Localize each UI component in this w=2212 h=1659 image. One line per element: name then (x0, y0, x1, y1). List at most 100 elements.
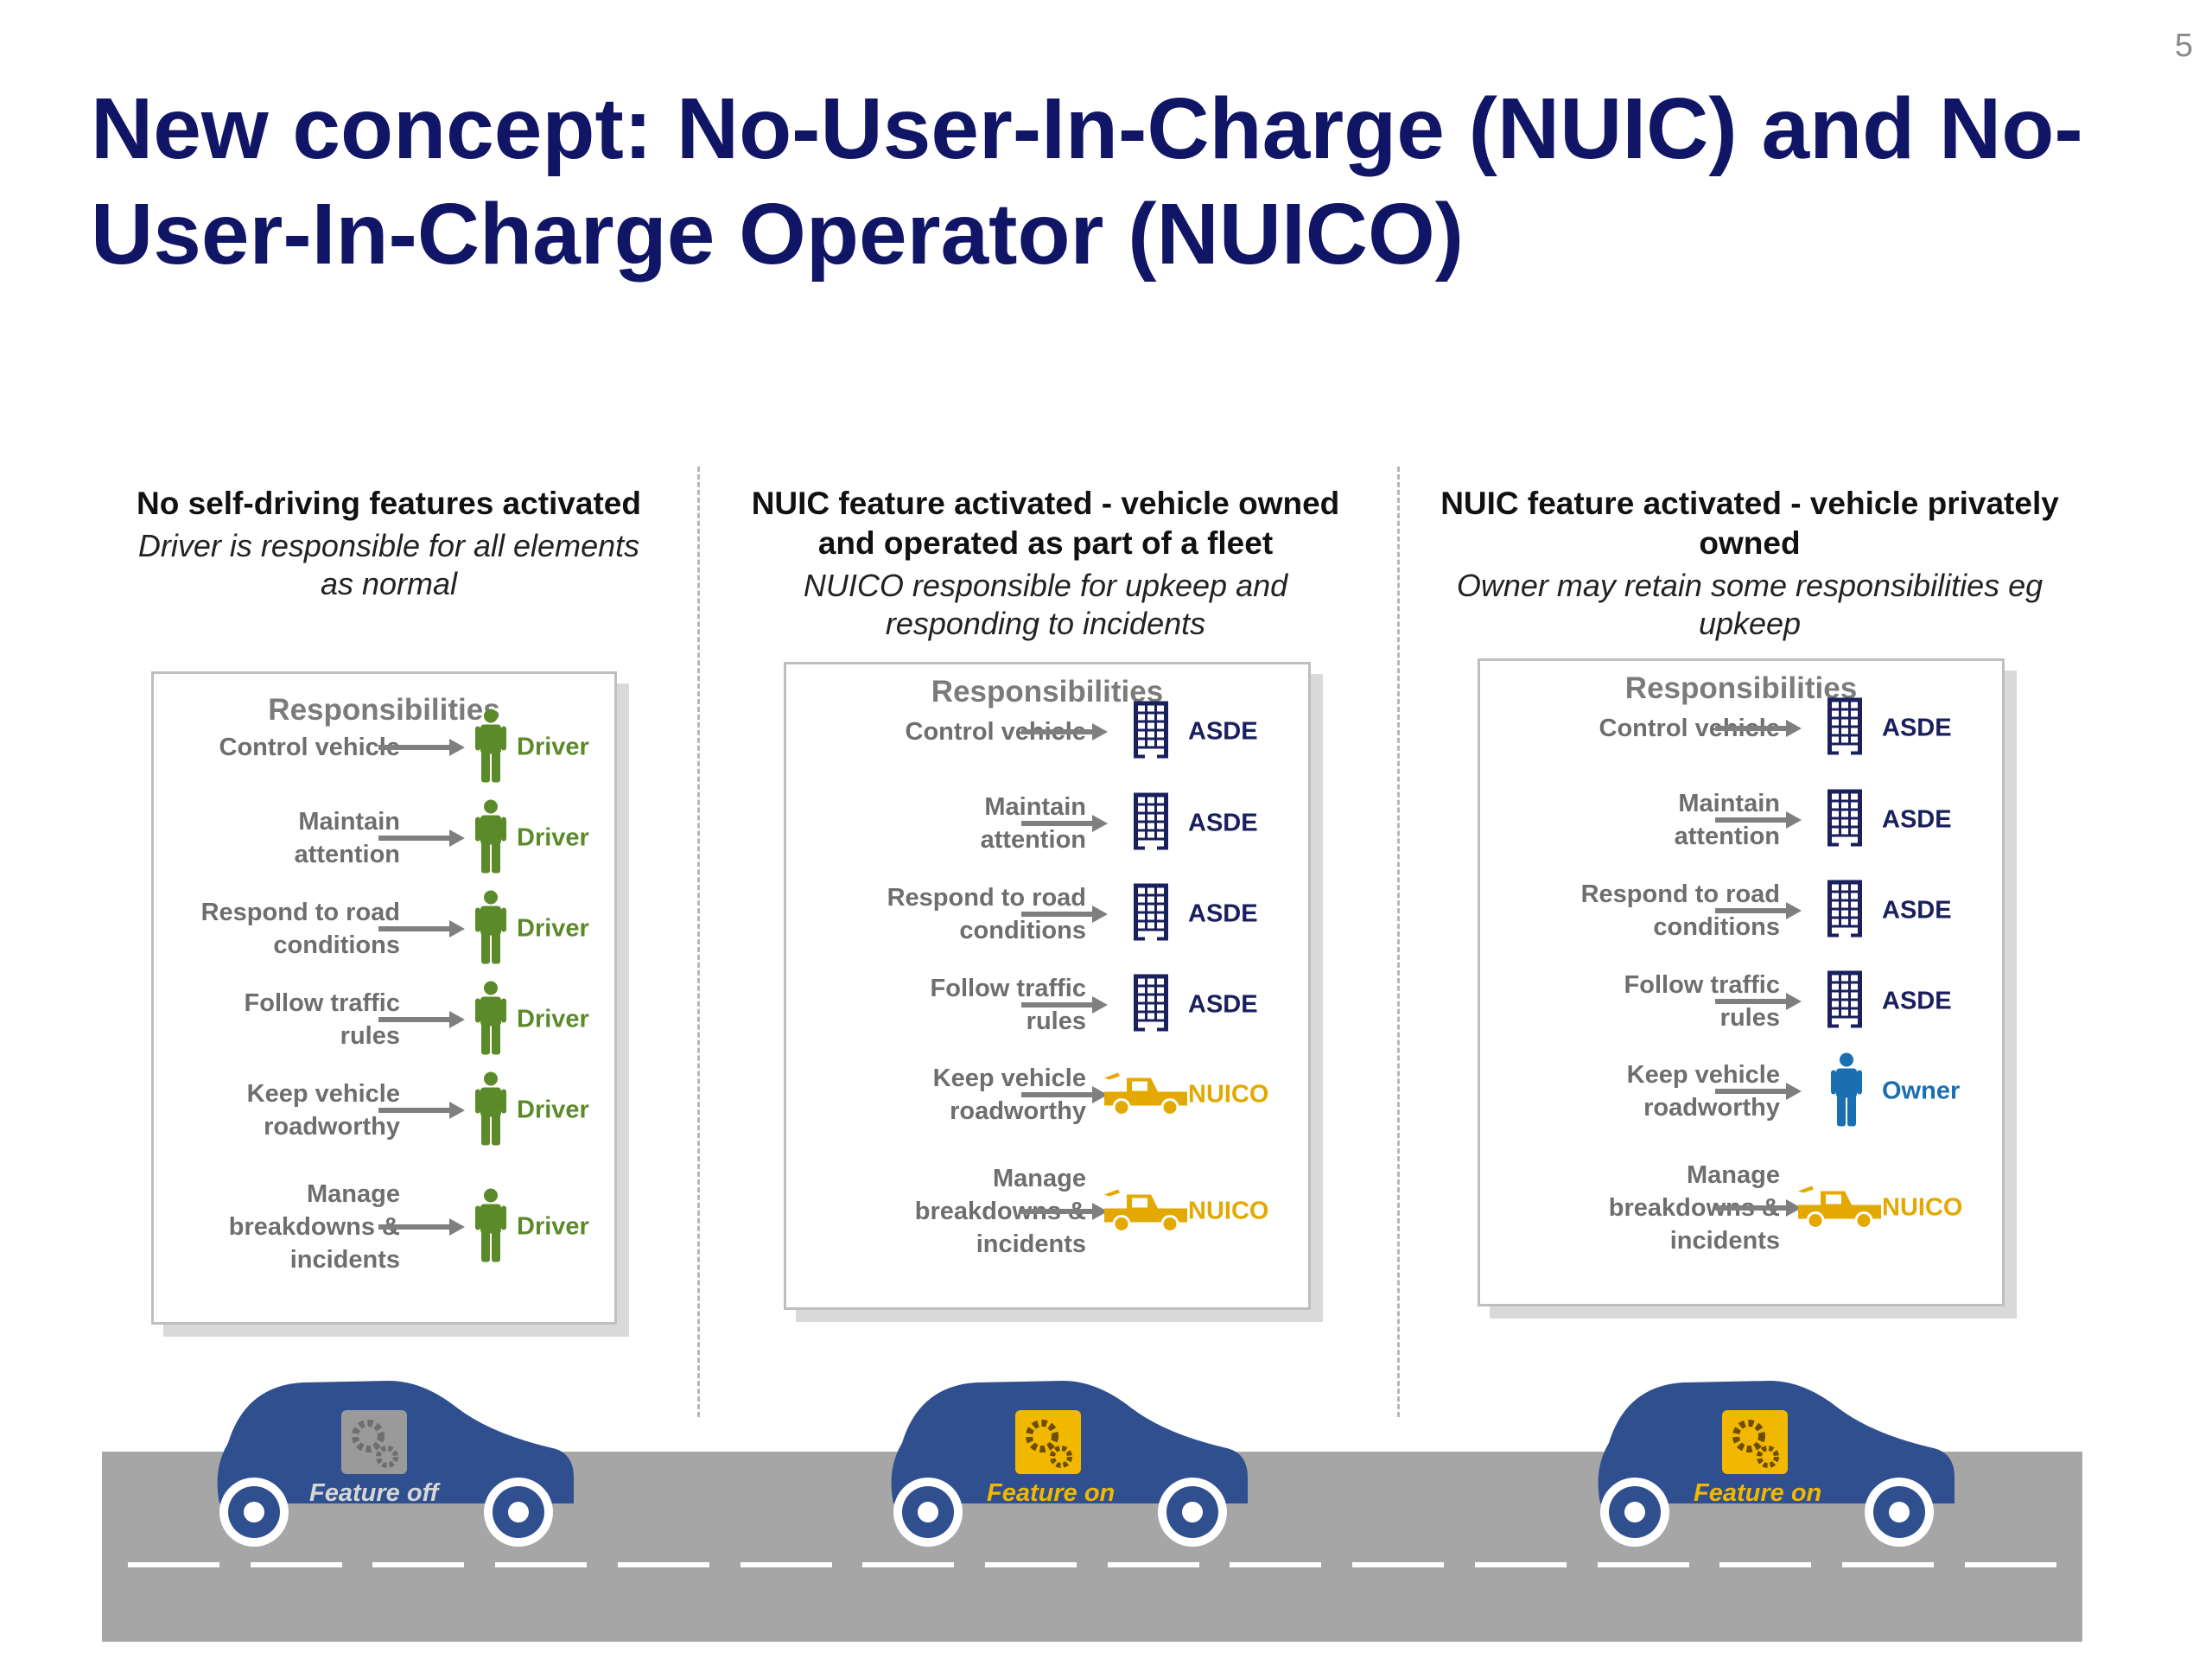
lane-markings (102, 1562, 2082, 1567)
responsibility-assignee: Driver (517, 1005, 589, 1033)
person-icon (475, 981, 506, 1059)
responsibility-label: Maintain attention (1674, 790, 1780, 850)
responsibility-assignee: NUICO (1188, 1197, 1269, 1225)
responsibility-row: Respond to road conditions ASDE (1480, 876, 2002, 945)
building-icon (1826, 969, 1864, 1034)
lane-mark (1964, 1562, 2056, 1567)
column-header-fleet: NUIC feature activated - vehicle owned a… (734, 484, 1357, 643)
responsibility-label: Respond to road conditions (887, 884, 1086, 944)
responsibility-row: Manage breakdowns & incidents NUICO (786, 1164, 1308, 1259)
lane-mark (1719, 1562, 1812, 1567)
responsibility-assignee: Driver (517, 733, 589, 761)
column-divider (697, 467, 700, 1417)
tow-truck-icon (1101, 1186, 1191, 1237)
responsibility-assignee: Driver (517, 1096, 589, 1124)
lane-mark (617, 1562, 709, 1567)
arrow-right-icon (378, 1011, 465, 1028)
responsibility-row: Follow traffic rules ASDE (786, 970, 1308, 1039)
column-header-private: NUIC feature activated - vehicle private… (1439, 484, 2061, 643)
arrow-right-icon (1715, 902, 1802, 919)
responsibilities-box-fleet: Responsibilities Control vehicle ASDE Maint… (784, 662, 1311, 1310)
column-subtitle: Driver is responsible for all elements a… (137, 528, 640, 601)
person-icon (1831, 1052, 1862, 1131)
feature-status-label: Feature on (1694, 1479, 1822, 1507)
building-icon (1132, 973, 1170, 1038)
arrow-right-icon (378, 1102, 465, 1119)
arrow-right-icon (1715, 1199, 1802, 1217)
building-icon (1826, 879, 1864, 944)
arrow-right-icon (1021, 1086, 1108, 1103)
responsibility-label: Keep vehicle roadworthy (932, 1065, 1086, 1125)
building-icon (1132, 882, 1170, 947)
responsibility-assignee: Driver (517, 1212, 589, 1241)
responsibility-label: Keep vehicle roadworthy (246, 1080, 400, 1141)
responsibility-label: Manage breakdowns & incidents (228, 1180, 400, 1274)
responsibility-assignee: ASDE (1188, 899, 1258, 928)
responsibility-row: Follow traffic rules Driver (154, 981, 614, 1055)
arrow-right-icon (1021, 723, 1108, 741)
arrow-right-icon (1715, 993, 1802, 1010)
page-title: New concept: No-User-In-Charge (NUIC) an… (91, 80, 2083, 283)
arrow-right-icon (378, 739, 465, 756)
responsibility-row: Maintain attention Driver (154, 799, 614, 874)
column-subtitle: Owner may retain some responsibilities e… (1456, 568, 2044, 641)
responsibility-row: Keep vehicle roadworthy NUICO (786, 1060, 1308, 1129)
person-icon (475, 799, 506, 878)
building-icon (1826, 696, 1864, 761)
arrow-right-icon (1715, 720, 1802, 737)
page-number: 5 (2174, 28, 2193, 64)
lane-mark (1597, 1562, 1689, 1567)
tow-truck-icon (1795, 1183, 1885, 1234)
feature-status-label: Feature on (987, 1479, 1116, 1507)
responsibility-label: Keep vehicle roadworthy (1626, 1061, 1780, 1122)
lane-mark (1474, 1562, 1567, 1567)
responsibility-assignee: Driver (517, 823, 589, 852)
responsibility-label: Manage breakdowns & incidents (914, 1165, 1086, 1258)
responsibility-row: Keep vehicle roadworthy Owner (1480, 1052, 2002, 1127)
responsibility-label: Control vehicle (219, 734, 401, 761)
responsibility-assignee: ASDE (1882, 714, 1952, 742)
responsibility-row: Manage breakdowns & incidents Driver (154, 1179, 614, 1274)
responsibility-row: Respond to road conditions Driver (154, 890, 614, 964)
person-icon (475, 1071, 506, 1150)
responsibility-label: Manage breakdowns & incidents (1608, 1161, 1780, 1255)
arrow-right-icon (1021, 815, 1108, 832)
arrow-right-icon (1021, 1203, 1108, 1220)
responsibility-row: Control vehicle ASDE (786, 697, 1308, 766)
person-icon (475, 1188, 506, 1267)
building-icon (1132, 700, 1170, 765)
car: Feature on (1588, 1374, 1960, 1547)
responsibility-assignee: ASDE (1882, 987, 1952, 1015)
column-heading: NUIC feature activated - vehicle private… (1440, 486, 2059, 561)
lane-mark (372, 1562, 465, 1567)
arrow-right-icon (1715, 1083, 1802, 1100)
person-icon (475, 890, 506, 969)
lane-mark (985, 1562, 1077, 1567)
responsibility-assignee: Owner (1882, 1077, 1961, 1105)
box-title: Responsibilities (931, 675, 1164, 709)
responsibility-row: Respond to road conditions ASDE (786, 880, 1308, 949)
responsibility-assignee: ASDE (1188, 717, 1258, 746)
responsibility-row: Follow traffic rules ASDE (1480, 967, 2002, 1036)
tow-truck-icon (1101, 1070, 1191, 1121)
responsibility-row: Manage breakdowns & incidents NUICO (1480, 1160, 2002, 1255)
car: Feature on (881, 1374, 1253, 1547)
arrow-right-icon (1715, 811, 1802, 829)
responsibility-label: Respond to road conditions (200, 899, 400, 959)
responsibility-row: Control vehicle Driver (154, 709, 614, 783)
lane-mark (128, 1562, 219, 1567)
lane-mark (1352, 1562, 1445, 1567)
responsibility-assignee: ASDE (1188, 809, 1258, 837)
responsibility-label: Follow traffic rules (930, 975, 1086, 1035)
lane-mark (495, 1562, 588, 1567)
box-title: Responsibilities (1624, 671, 1858, 705)
responsibility-label: Maintain attention (294, 808, 400, 868)
responsibility-assignee: NUICO (1188, 1080, 1269, 1109)
arrow-right-icon (1021, 906, 1108, 923)
responsibility-assignee: Driver (517, 914, 589, 943)
responsibility-label: Follow traffic rules (244, 989, 400, 1050)
feature-status-label: Feature off (309, 1479, 439, 1507)
lane-mark (740, 1562, 832, 1567)
arrow-right-icon (378, 830, 465, 847)
column-heading: NUIC feature activated - vehicle owned a… (751, 486, 1340, 561)
